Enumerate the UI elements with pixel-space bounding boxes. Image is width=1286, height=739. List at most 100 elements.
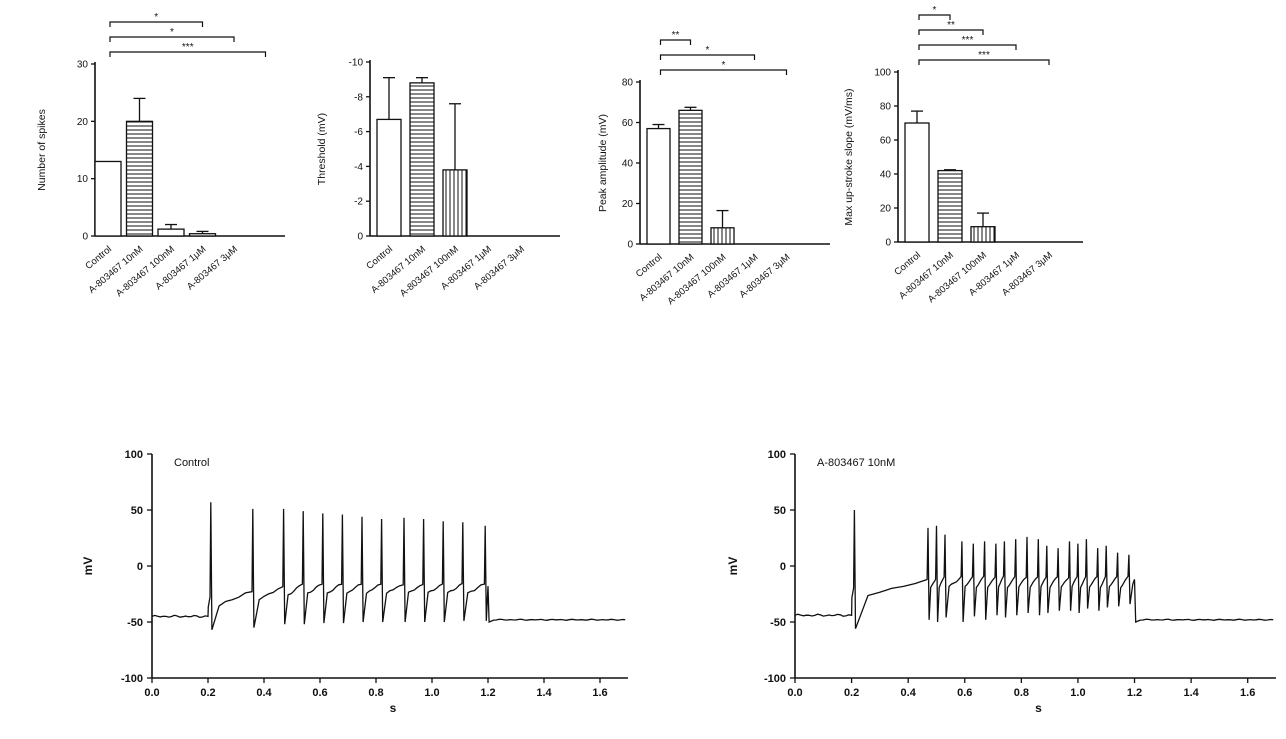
x-tick-label: 1.4 <box>536 687 552 699</box>
significance-label: * <box>154 12 158 23</box>
y-tick-label: -2 <box>354 197 363 208</box>
x-axis-label: s <box>390 701 397 715</box>
x-tick-label: 0.8 <box>368 687 383 699</box>
y-tick-label: 0 <box>357 232 363 243</box>
y-axis-label: Threshold (mV) <box>316 113 328 185</box>
significance-bracket <box>918 44 1017 50</box>
bar <box>94 160 122 237</box>
y-tick-label: 40 <box>880 170 892 181</box>
category-label: A-803467 10nM <box>638 252 697 304</box>
significance-bracket <box>659 39 692 45</box>
y-tick-label: -4 <box>354 162 363 173</box>
category-label: Control <box>364 244 395 272</box>
x-tick-label: 1.4 <box>1183 687 1199 699</box>
x-tick-label: 1.0 <box>1070 687 1085 699</box>
y-tick-label: 100 <box>125 449 143 461</box>
category-label: A-803467 100nM <box>926 250 989 305</box>
x-tick-label: 0.8 <box>1014 687 1029 699</box>
y-tick-label: -50 <box>127 617 143 629</box>
bar <box>970 226 996 243</box>
x-tick-label: 0.2 <box>200 687 215 699</box>
y-tick-label: 50 <box>131 505 143 517</box>
significance-label: ** <box>672 30 680 41</box>
y-tick-label: -6 <box>354 127 363 138</box>
voltage-trace <box>794 509 1274 629</box>
y-tick-label: 0 <box>885 238 891 249</box>
bar-chart-4: 0 20 40 60 80 100 Max up-stroke slope (mV/ms) C… <box>843 5 1083 305</box>
significance-bracket <box>659 69 788 75</box>
y-tick-label: 60 <box>622 118 634 129</box>
y-tick-label: 80 <box>880 102 892 113</box>
significance-label: * <box>170 27 174 38</box>
x-tick-label: 1.0 <box>424 687 439 699</box>
bar <box>157 228 185 237</box>
bar <box>710 227 735 245</box>
bar <box>125 120 154 237</box>
y-tick-label: -10 <box>349 58 364 69</box>
y-tick-label: 0 <box>780 561 786 573</box>
significance-bracket <box>109 21 204 27</box>
y-tick-label: 10 <box>77 174 89 185</box>
y-tick-label: 20 <box>622 199 634 210</box>
y-axis-label: Number of spikes <box>36 109 48 191</box>
category-label: Control <box>892 250 923 278</box>
y-tick-label: -100 <box>764 673 786 685</box>
significance-label: *** <box>962 35 974 46</box>
chart-title: A-803467 10nM <box>817 457 895 469</box>
y-tick-label: 0 <box>627 240 633 251</box>
significance-label: * <box>722 60 726 71</box>
bar <box>188 233 217 237</box>
y-axis-label: mV <box>726 557 740 576</box>
significance-label: * <box>933 5 937 16</box>
bar-chart-2: 0 -2 -4 -6 -8 -10 Threshold (mV) ControlA-80346… <box>316 58 560 299</box>
category-label: A-803467 100nM <box>398 244 461 299</box>
significance-bracket <box>109 51 267 57</box>
x-tick-label: 0.0 <box>144 687 159 699</box>
y-tick-label: 20 <box>880 204 892 215</box>
y-axis-label: Peak amplitude (mV) <box>597 114 609 212</box>
x-axis-label: s <box>1035 701 1042 715</box>
x-tick-label: 0.4 <box>901 687 917 699</box>
y-tick-label: 100 <box>768 449 786 461</box>
chart-title: Control <box>174 457 209 469</box>
y-tick-label: 0 <box>82 232 88 243</box>
significance-label: * <box>706 45 710 56</box>
y-tick-label: 30 <box>77 60 89 71</box>
significance-bracket <box>109 36 235 42</box>
bar <box>937 169 963 243</box>
x-tick-label: 0.6 <box>312 687 327 699</box>
y-tick-label: 100 <box>874 68 891 79</box>
significance-label: *** <box>182 42 194 53</box>
significance-bracket <box>659 54 756 60</box>
y-axis-label: Max up-stroke slope (mV/ms) <box>843 88 855 225</box>
bar <box>678 109 703 245</box>
y-tick-label: -50 <box>770 617 786 629</box>
y-tick-label: 60 <box>880 136 892 147</box>
bar <box>442 169 468 237</box>
x-tick-label: 1.2 <box>480 687 495 699</box>
significance-bracket <box>918 14 951 20</box>
trace-charts: 100 50 0 -50 -100 0.0 0.2 0.4 0.6 0.8 1.0 1.2 1.4 1.6… <box>81 449 1276 715</box>
voltage-trace <box>151 502 626 630</box>
y-tick-label: 0 <box>137 561 143 573</box>
x-tick-label: 1.6 <box>592 687 607 699</box>
y-tick-label: 50 <box>774 505 786 517</box>
significance-label: ** <box>947 20 955 31</box>
bar <box>409 82 435 237</box>
significance-bracket <box>918 29 984 35</box>
significance-bracket <box>918 59 1050 65</box>
bar <box>904 122 930 243</box>
x-tick-label: 0.4 <box>256 687 272 699</box>
y-tick-label: 40 <box>622 159 634 170</box>
bar <box>376 118 402 237</box>
y-tick-label: 20 <box>77 117 89 128</box>
y-tick-label: -8 <box>354 92 363 103</box>
bar <box>646 127 671 245</box>
y-tick-label: 80 <box>622 78 634 89</box>
significance-label: *** <box>978 50 990 61</box>
